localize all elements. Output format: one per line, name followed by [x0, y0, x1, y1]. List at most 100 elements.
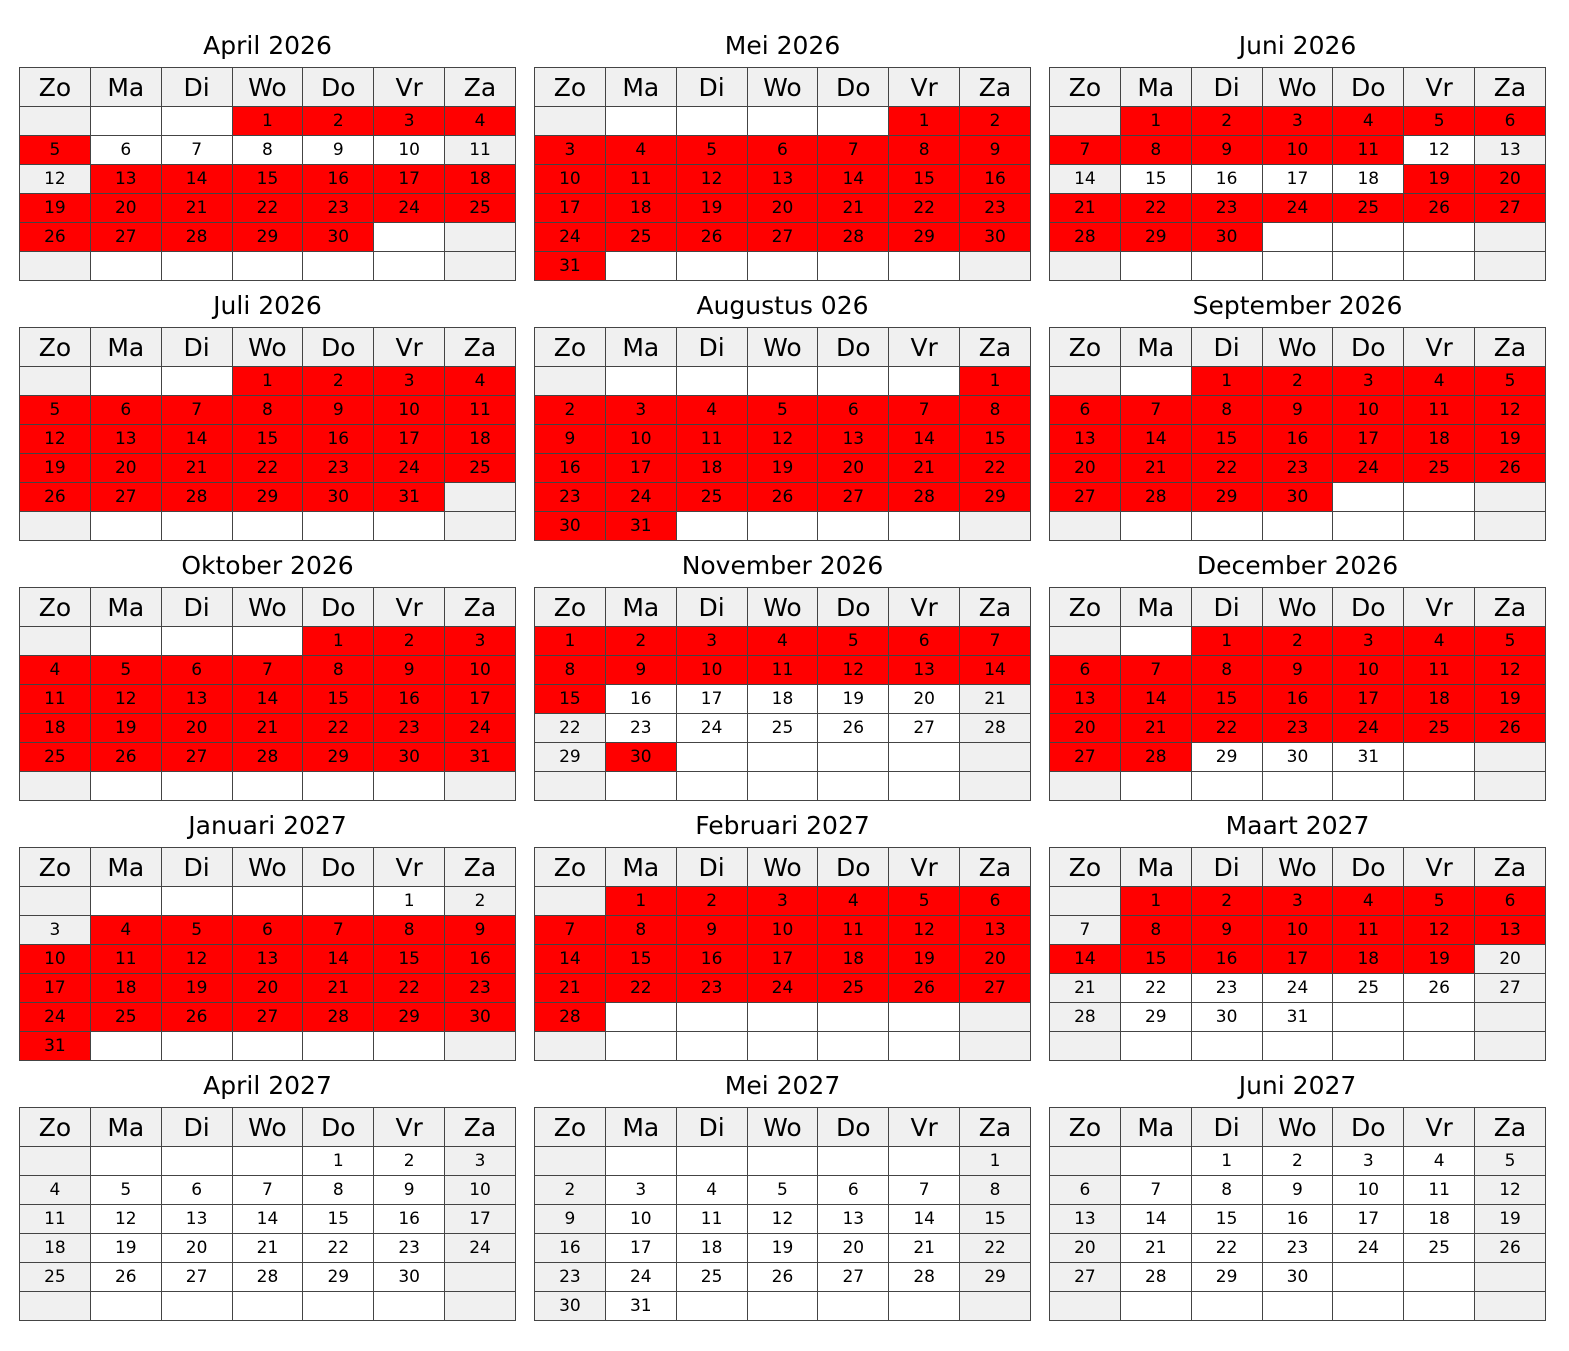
empty-cell: [888, 742, 961, 772]
day-cell-highlighted: 15: [302, 684, 375, 714]
weekday-header: Zo: [534, 847, 606, 887]
day-cell: 27: [817, 1262, 890, 1292]
weekday-header: Di: [1190, 67, 1263, 107]
day-cell-highlighted: 21: [534, 973, 606, 1003]
day-cell-highlighted: 11: [1403, 395, 1476, 425]
day-cell: 10: [444, 1175, 516, 1205]
empty-cell: [1332, 1262, 1405, 1292]
day-cell-highlighted: 14: [160, 164, 233, 194]
day-cell-highlighted: 17: [534, 193, 606, 223]
day-cell: 25: [1403, 1233, 1476, 1263]
weekday-header: Ma: [1119, 67, 1192, 107]
day-cell-highlighted: 19: [1403, 944, 1476, 974]
day-cell-highlighted: 26: [160, 1002, 233, 1032]
week-row: 1: [534, 366, 1031, 396]
day-cell-highlighted: 31: [534, 251, 606, 281]
day-cell-highlighted: 12: [888, 915, 961, 945]
day-cell-highlighted: 24: [373, 453, 446, 483]
day-cell-highlighted: 15: [1190, 424, 1263, 454]
week-row: [1049, 771, 1546, 801]
empty-cell: [1474, 511, 1546, 541]
day-cell: 22: [959, 1233, 1031, 1263]
day-cell-highlighted: 5: [888, 886, 961, 916]
week-row: 13 14 15 16 17 18 19: [1049, 684, 1546, 714]
day-cell-highlighted: 11: [19, 684, 91, 714]
empty-cell: [675, 1031, 748, 1061]
day-cell-highlighted: 5: [89, 655, 162, 685]
week-row: 19 20 21 22 23 24 25: [19, 453, 516, 483]
empty-cell: [89, 1291, 162, 1321]
empty-cell: [746, 106, 819, 136]
day-cell: 8: [959, 1175, 1031, 1205]
weekday-header: Vr: [888, 327, 961, 367]
day-cell-highlighted: 28: [302, 1002, 375, 1032]
month-title: April 2026: [203, 31, 332, 60]
day-cell: 11: [675, 1204, 748, 1234]
day-cell: 27: [1474, 973, 1546, 1003]
weekday-header: Di: [1190, 587, 1263, 627]
month-grid: Zo Ma Di Wo Do Vr Za 1 2 3 4 5 6 7 8 9 10 11 12 13 14 15 16 17 1…: [534, 587, 1031, 801]
weekday-header: Ma: [89, 67, 162, 107]
day-cell-highlighted: 25: [675, 482, 748, 512]
empty-cell: [959, 1291, 1031, 1321]
week-row: 12 13 14 15 16 17 18: [19, 424, 516, 454]
day-cell-highlighted: 28: [817, 222, 890, 252]
day-cell: 1: [373, 886, 446, 916]
day-cell-highlighted: 4: [444, 106, 516, 136]
day-cell: 19: [746, 1233, 819, 1263]
empty-cell: [817, 1291, 890, 1321]
day-cell-highlighted: 19: [160, 973, 233, 1003]
day-cell-highlighted: 24: [19, 1002, 91, 1032]
day-cell-highlighted: 10: [444, 655, 516, 685]
day-cell-highlighted: 17: [373, 164, 446, 194]
weekday-header: Do: [302, 67, 375, 107]
week-row: 5 6 7 8 9 10 11: [19, 395, 516, 425]
empty-cell: [1261, 1031, 1334, 1061]
day-cell-highlighted: 19: [89, 713, 162, 743]
day-cell-highlighted: 31: [19, 1031, 91, 1061]
weekday-header: Do: [302, 327, 375, 367]
empty-cell: [1261, 1291, 1334, 1321]
day-cell: 2: [373, 1146, 446, 1176]
week-row: 26 27 28 29 30 31: [19, 482, 516, 512]
day-cell-highlighted: 26: [19, 482, 91, 512]
empty-cell: [675, 1146, 748, 1176]
empty-cell: [1049, 771, 1121, 801]
month-calendar: Februari 2027 Zo Ma Di Wo Do Vr Za 1 2 3 4 5 6 7 8 9 10 11…: [534, 808, 1031, 1068]
weekday-header: Za: [959, 847, 1031, 887]
month-title: Juni 2026: [1238, 31, 1357, 60]
day-cell-highlighted: 3: [1261, 106, 1334, 136]
week-row: 31: [19, 1031, 516, 1061]
day-cell-highlighted: 4: [19, 655, 91, 685]
day-cell-highlighted: 7: [888, 395, 961, 425]
empty-cell: [373, 1291, 446, 1321]
day-cell-highlighted: 14: [888, 424, 961, 454]
weekday-header: Do: [1332, 67, 1405, 107]
day-cell-highlighted: 24: [444, 713, 516, 743]
day-cell-highlighted: 4: [604, 135, 677, 165]
day-cell: 8: [1190, 1175, 1263, 1205]
day-cell: 25: [675, 1262, 748, 1292]
day-cell-highlighted: 3: [373, 366, 446, 396]
weekday-header: Vr: [888, 587, 961, 627]
week-row: 27 28 29 30 31: [1049, 742, 1546, 772]
month-title: September 2026: [1192, 291, 1403, 320]
day-cell: 26: [1474, 1233, 1546, 1263]
weekday-header: Ma: [1119, 847, 1192, 887]
day-cell: 2: [1261, 1146, 1334, 1176]
empty-cell: [19, 1291, 91, 1321]
day-cell-highlighted: 16: [1190, 944, 1263, 974]
weekday-header: Vr: [888, 847, 961, 887]
day-cell-highlighted: 5: [1403, 106, 1476, 136]
day-cell-highlighted: 23: [675, 973, 748, 1003]
day-cell: 31: [604, 1291, 677, 1321]
day-cell-highlighted: 6: [89, 395, 162, 425]
day-cell-highlighted: 17: [746, 944, 819, 974]
day-cell-highlighted: 26: [1474, 713, 1546, 743]
day-cell-highlighted: 26: [1474, 453, 1546, 483]
weekday-header: Zo: [1049, 847, 1121, 887]
day-cell-highlighted: 25: [1332, 193, 1405, 223]
